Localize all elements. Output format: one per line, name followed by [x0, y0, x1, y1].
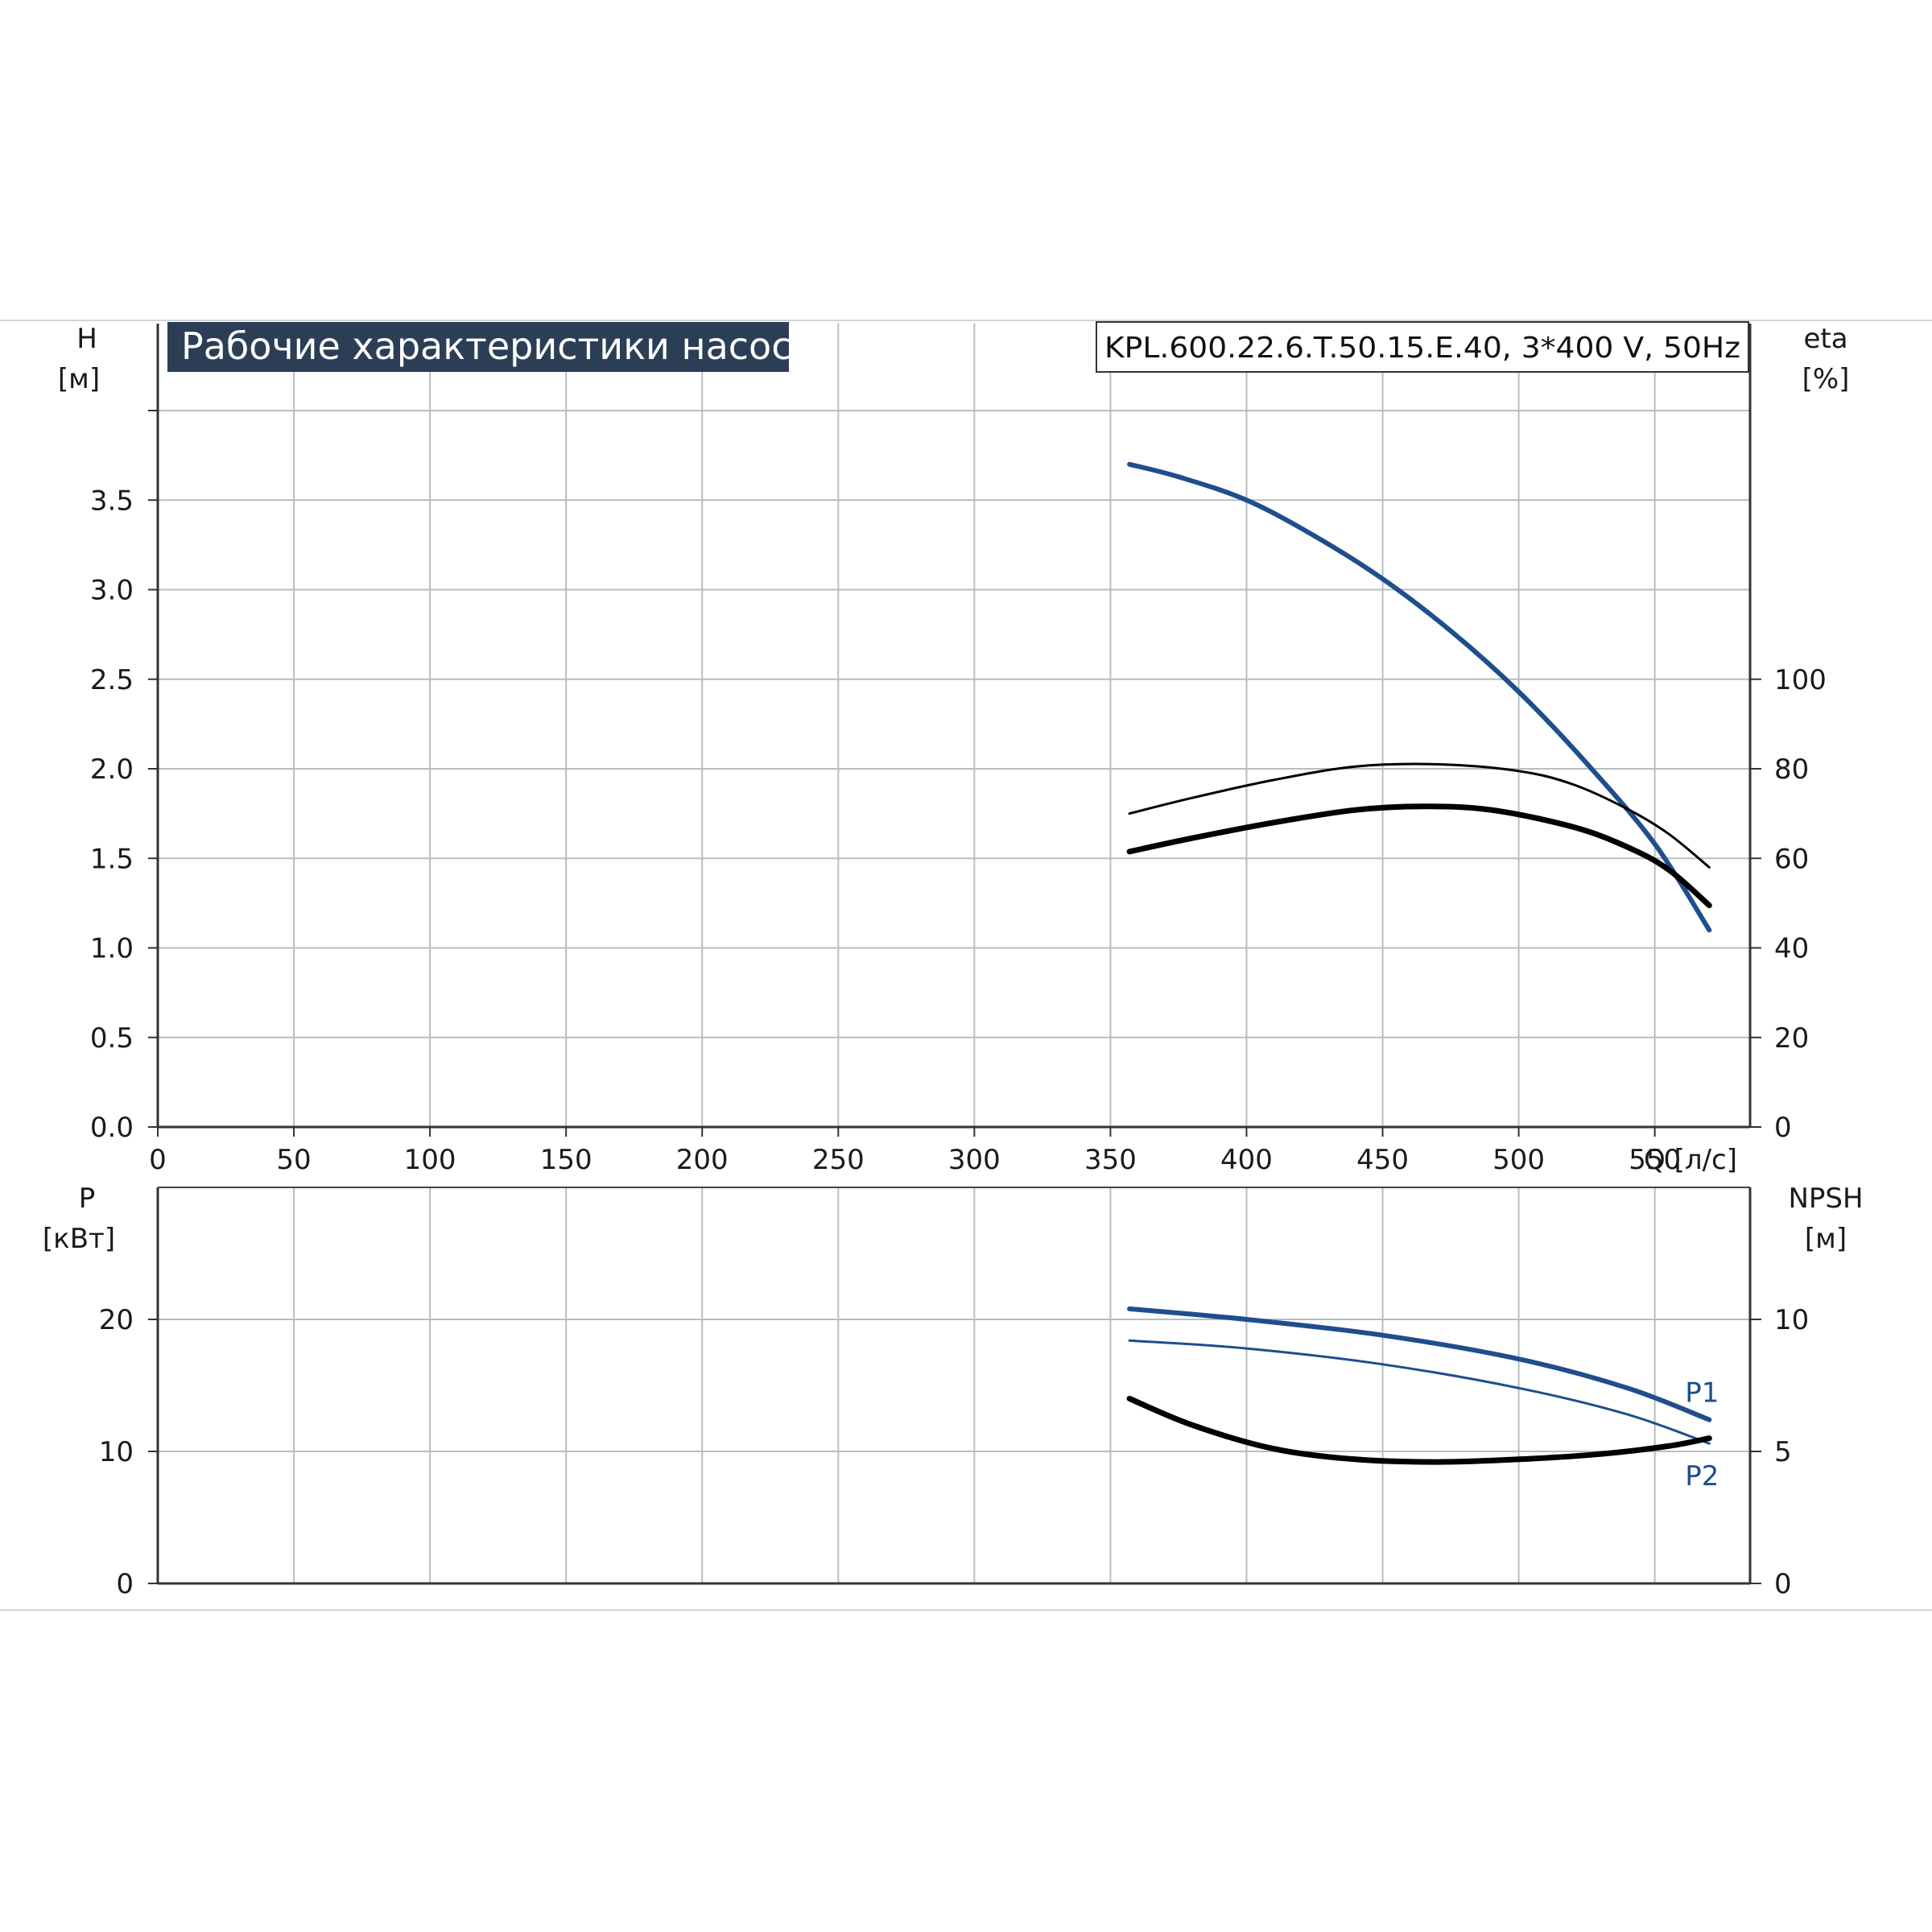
y-left-tick-label: 1.5 [90, 843, 134, 875]
grid-layer [158, 324, 1750, 1583]
model-box [1096, 321, 1749, 373]
x-tick-label: 50 [276, 1144, 311, 1176]
y-right-tick-label: 5 [1774, 1436, 1792, 1468]
series-label: P2 [1685, 1460, 1719, 1492]
series-line-bottom-2 [1126, 1395, 1712, 1465]
x-tick-label: 550 [1629, 1144, 1681, 1176]
y-left-tick-label: 3.0 [90, 575, 134, 607]
x-tick-label: 350 [1084, 1144, 1137, 1176]
y-right-title: NPSH [1788, 1183, 1863, 1215]
y-right-tick-label: 0 [1774, 1112, 1792, 1144]
model-label: KPL.600.22.6.T.50.15.E.40, 3*400 V, 50Hz [1104, 332, 1740, 365]
y-left-tick-label: 0 [116, 1568, 134, 1600]
y-left-tick-label: 3.5 [90, 485, 134, 517]
y-left-tick-label: 10 [99, 1436, 134, 1468]
x-tick-label: 250 [812, 1144, 865, 1176]
y-left-title: P [79, 1183, 96, 1215]
y-right-tick-label: 80 [1774, 753, 1809, 786]
series-line-top-1 [1128, 762, 1711, 869]
x-tick-label: 100 [404, 1144, 456, 1176]
y-right-tick-label: 20 [1774, 1022, 1809, 1055]
series-line-bottom-0 [1127, 1306, 1712, 1422]
y-right-title: eta [1803, 323, 1847, 355]
y-left-tick-label: 20 [99, 1304, 134, 1336]
y-left-tick-label: 0.5 [90, 1022, 134, 1055]
series-label: P1 [1685, 1377, 1719, 1410]
x-tick-label: 0 [149, 1144, 167, 1176]
y-right-unit: [%] [1802, 363, 1850, 395]
x-tick-label: 300 [948, 1144, 1001, 1176]
y-right-tick-label: 60 [1774, 843, 1809, 875]
y-right-tick-label: 0 [1774, 1568, 1792, 1600]
y-left-tick-label: 0.0 [90, 1112, 134, 1144]
series-line-top-2 [1126, 803, 1712, 909]
y-right-tick-label: 100 [1774, 664, 1827, 696]
y-right-tick-label: 40 [1774, 933, 1809, 965]
title-box [167, 322, 789, 372]
series-line-top-0 [1127, 461, 1712, 933]
chart-title: Рабочие характеристики насоса [181, 324, 815, 368]
y-left-unit: [м] [58, 363, 100, 395]
y-left-tick-label: 2.0 [90, 753, 134, 786]
series-line-bottom-1 [1128, 1339, 1711, 1445]
x-axis-title: Q [л/с] [1644, 1144, 1737, 1176]
labels-layer: 0.00.51.01.52.02.53.03.5020406080100H[м]… [43, 323, 1864, 1600]
y-left-unit: [кВт] [43, 1223, 115, 1255]
y-right-unit: [м] [1805, 1223, 1847, 1255]
axes-layer [148, 324, 1761, 1585]
x-tick-label: 400 [1220, 1144, 1273, 1176]
y-left-title: H [76, 323, 97, 355]
series-layer [1126, 461, 1712, 1465]
x-tick-label: 450 [1356, 1144, 1409, 1176]
y-left-tick-label: 1.0 [90, 933, 134, 965]
y-right-tick-label: 10 [1774, 1304, 1809, 1336]
x-tick-label: 500 [1492, 1144, 1545, 1176]
x-tick-label: 150 [540, 1144, 592, 1176]
x-tick-label: 200 [676, 1144, 729, 1176]
frame-layer [0, 320, 1932, 1611]
y-left-tick-label: 2.5 [90, 664, 134, 696]
